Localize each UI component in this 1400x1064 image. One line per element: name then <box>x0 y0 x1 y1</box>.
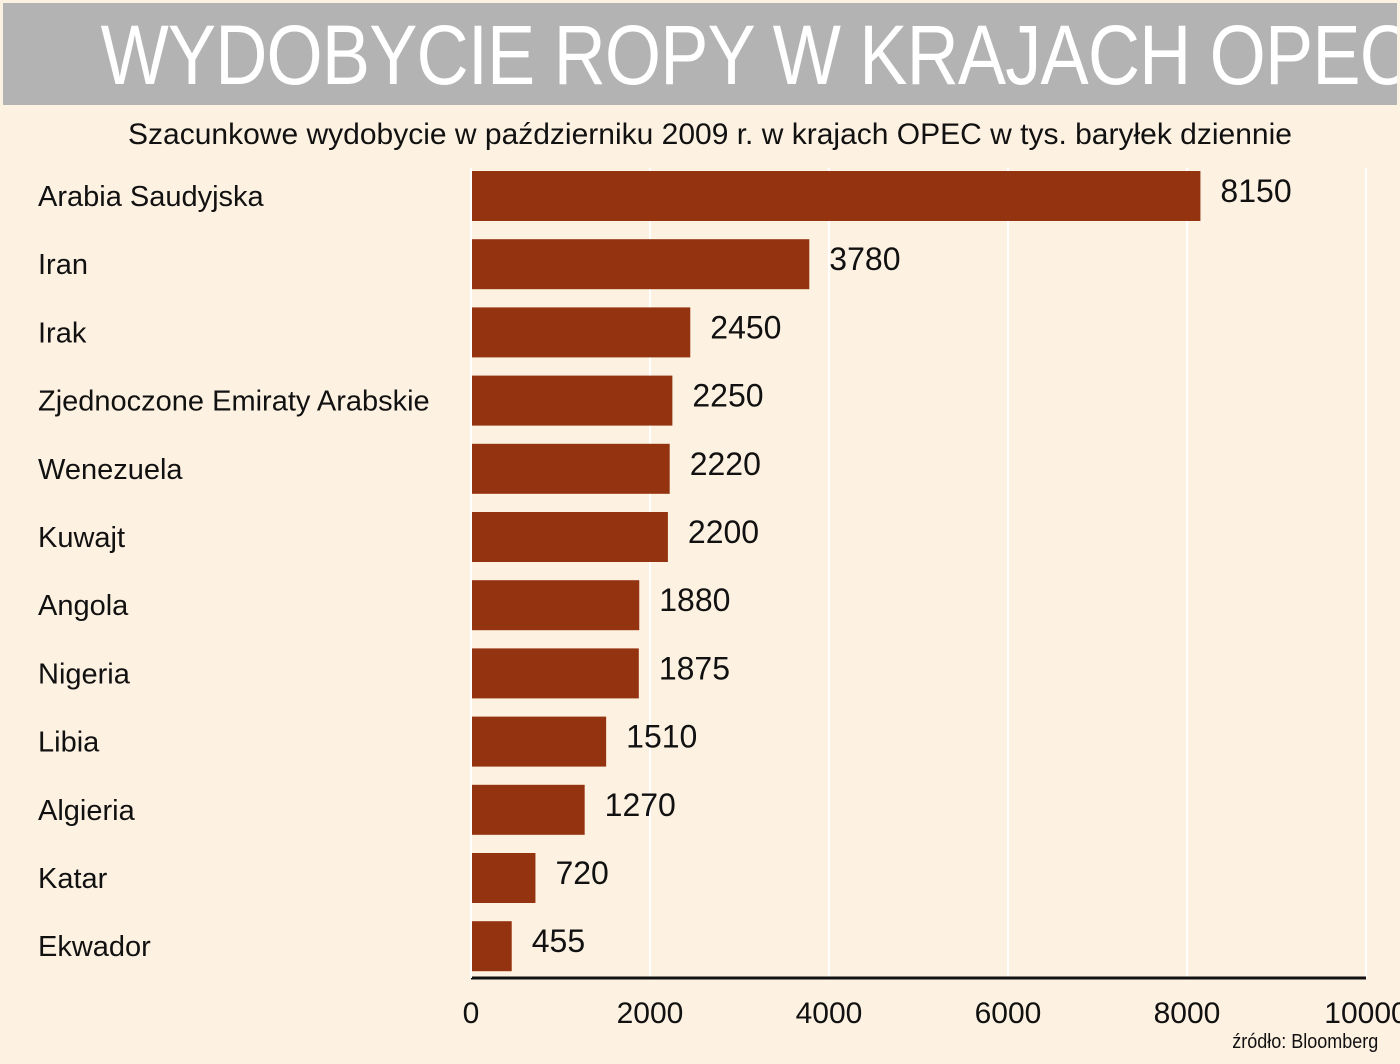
x-tick-label: 6000 <box>975 997 1042 1030</box>
value-label: 455 <box>532 923 585 959</box>
value-label: 1270 <box>605 787 676 823</box>
category-label: Katar <box>38 863 108 895</box>
category-label: Ekwador <box>38 931 151 963</box>
bars <box>471 171 1201 972</box>
category-label: Nigeria <box>38 658 131 690</box>
category-labels: Arabia Saudyjska Iran Irak Zjednoczone Emir… <box>38 181 430 963</box>
x-tick-label: 0 <box>463 997 480 1030</box>
value-label: 8150 <box>1220 173 1291 209</box>
x-tick-label: 2000 <box>617 997 684 1030</box>
x-tick-label: 4000 <box>796 997 863 1030</box>
x-axis: 0 2000 4000 6000 8000 10000 <box>463 168 1400 1030</box>
bar <box>471 443 670 494</box>
category-label: Arabia Saudyjska <box>38 181 265 213</box>
x-tick-label: 8000 <box>1154 997 1221 1030</box>
value-label: 720 <box>555 855 608 891</box>
bar <box>471 375 673 426</box>
bar <box>471 171 1201 221</box>
category-label: Kuwajt <box>38 522 125 554</box>
bar <box>471 921 512 972</box>
value-label: 1880 <box>659 582 730 618</box>
value-label: 2250 <box>692 378 763 414</box>
value-label: 1875 <box>659 650 730 686</box>
value-label: 2450 <box>710 309 781 345</box>
value-label: 2220 <box>690 446 761 482</box>
bar <box>471 784 585 835</box>
x-tick-label: 10000 <box>1324 997 1400 1030</box>
source-note: źródło: Bloomberg <box>1231 1031 1378 1053</box>
bar <box>471 580 640 631</box>
category-label: Angola <box>38 590 129 622</box>
bar <box>471 307 691 358</box>
grid-lines <box>649 168 1367 978</box>
category-label: Irak <box>38 317 87 349</box>
bar <box>471 512 668 562</box>
bar <box>471 239 810 290</box>
category-label: Libia <box>38 727 100 759</box>
title-bar: WYDOBYCIE ROPY W KRAJACH OPEC <box>3 3 1397 105</box>
value-label: 3780 <box>829 241 900 277</box>
value-labels: 8150 3780 2450 2250 2220 2200 1880 1875 1510 1270… <box>532 173 1292 959</box>
chart-subtitle: Szacunkowe wydobycie w październiku 2009… <box>128 118 1292 151</box>
bar <box>471 716 607 767</box>
category-label: Zjednoczone Emiraty Arabskie <box>38 386 430 418</box>
category-label: Iran <box>38 249 88 281</box>
bar <box>471 853 536 903</box>
bar <box>471 648 639 699</box>
value-label: 1510 <box>626 719 697 755</box>
chart-title: WYDOBYCIE ROPY W KRAJACH OPEC <box>100 8 1397 102</box>
category-label: Algieria <box>38 795 136 827</box>
value-label: 2200 <box>688 514 759 550</box>
category-label: Wenezuela <box>38 454 183 486</box>
